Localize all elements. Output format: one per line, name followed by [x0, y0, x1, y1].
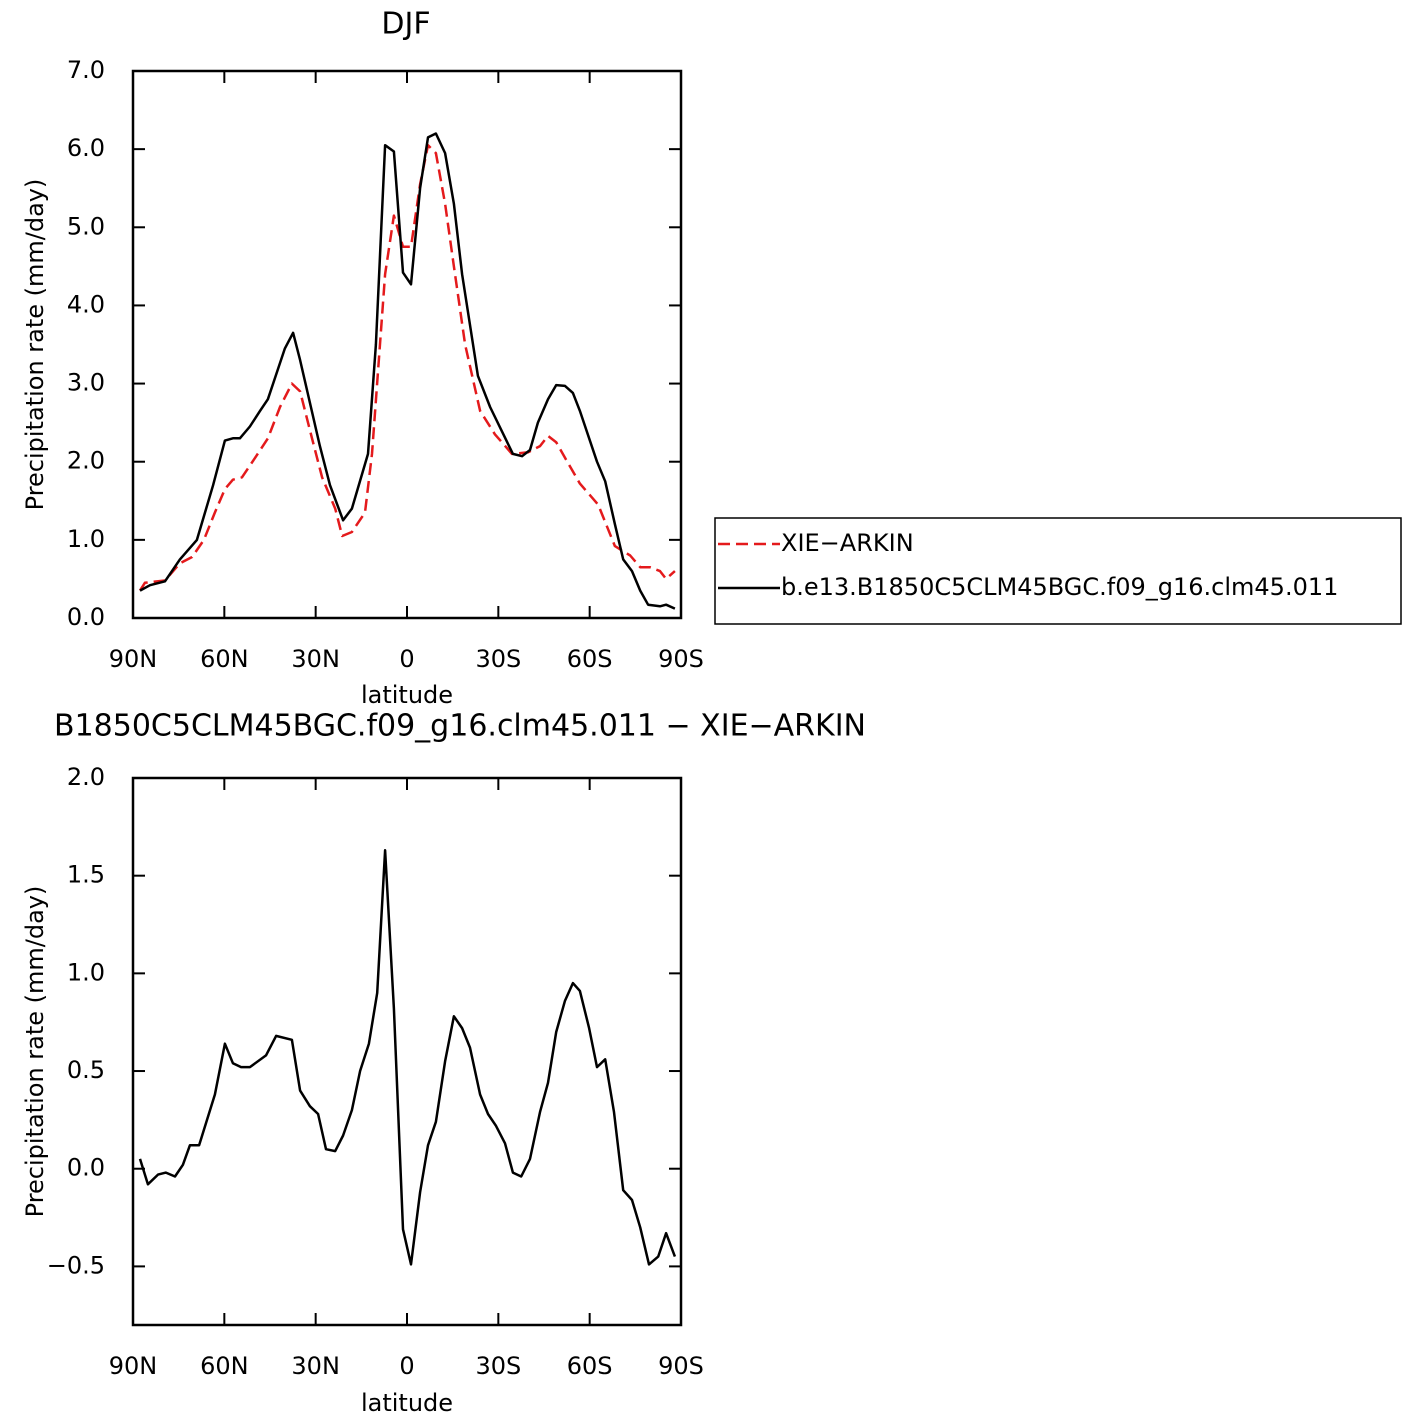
y-tick-label: 0.0	[67, 1154, 105, 1182]
y-tick-label: 0.0	[67, 603, 105, 631]
data-line	[139, 132, 676, 610]
x-tick-label: 60S	[567, 1352, 613, 1380]
y-tick-label: 1.5	[67, 861, 105, 889]
y-tick-label: −0.5	[47, 1251, 105, 1279]
x-tick-label: 60N	[200, 1352, 249, 1380]
x-axis-label: latitude	[361, 681, 453, 709]
x-tick-label: 90S	[658, 645, 704, 673]
y-tick-label: 6.0	[67, 134, 105, 162]
chart-title: DJF	[381, 7, 430, 42]
x-tick-label: 30N	[291, 1352, 340, 1380]
legend-label: b.e13.B1850C5CLM45BGC.f09_g16.clm45.011	[781, 573, 1338, 601]
plot-frame	[131, 69, 683, 620]
x-tick-label: 30S	[475, 1352, 521, 1380]
y-tick-label: 2.0	[67, 447, 105, 475]
y-tick-label: 7.0	[67, 56, 105, 84]
x-tick-label: 90N	[109, 645, 158, 673]
y-axis-label: Precipitation rate (mm/day)	[21, 886, 49, 1218]
y-tick-label: 2.0	[67, 763, 105, 791]
x-tick-label: 30S	[475, 645, 521, 673]
x-tick-label: 0	[399, 1352, 414, 1380]
y-tick-label: 4.0	[67, 290, 105, 318]
x-tick-label: 90S	[658, 1352, 704, 1380]
data-line	[138, 143, 676, 592]
chart-title: B1850C5CLM45BGC.f09_g16.clm45.011 − XIE−…	[54, 709, 866, 744]
y-tick-label: 1.0	[67, 525, 105, 553]
data-line	[138, 849, 677, 1266]
y-tick-label: 0.5	[67, 1056, 105, 1084]
legend-box	[714, 517, 1402, 625]
y-tick-label: 5.0	[67, 212, 105, 240]
x-tick-label: 60S	[567, 645, 613, 673]
x-tick-label: 90N	[109, 1352, 158, 1380]
x-tick-label: 0	[399, 645, 414, 673]
y-tick-label: 3.0	[67, 369, 105, 397]
x-tick-label: 60N	[200, 645, 249, 673]
legend-label: XIE−ARKIN	[781, 529, 914, 557]
y-tick-label: 1.0	[67, 958, 105, 986]
x-tick-label: 30N	[291, 645, 340, 673]
y-axis-label: Precipitation rate (mm/day)	[21, 179, 49, 511]
x-axis-label: latitude	[361, 1389, 453, 1417]
